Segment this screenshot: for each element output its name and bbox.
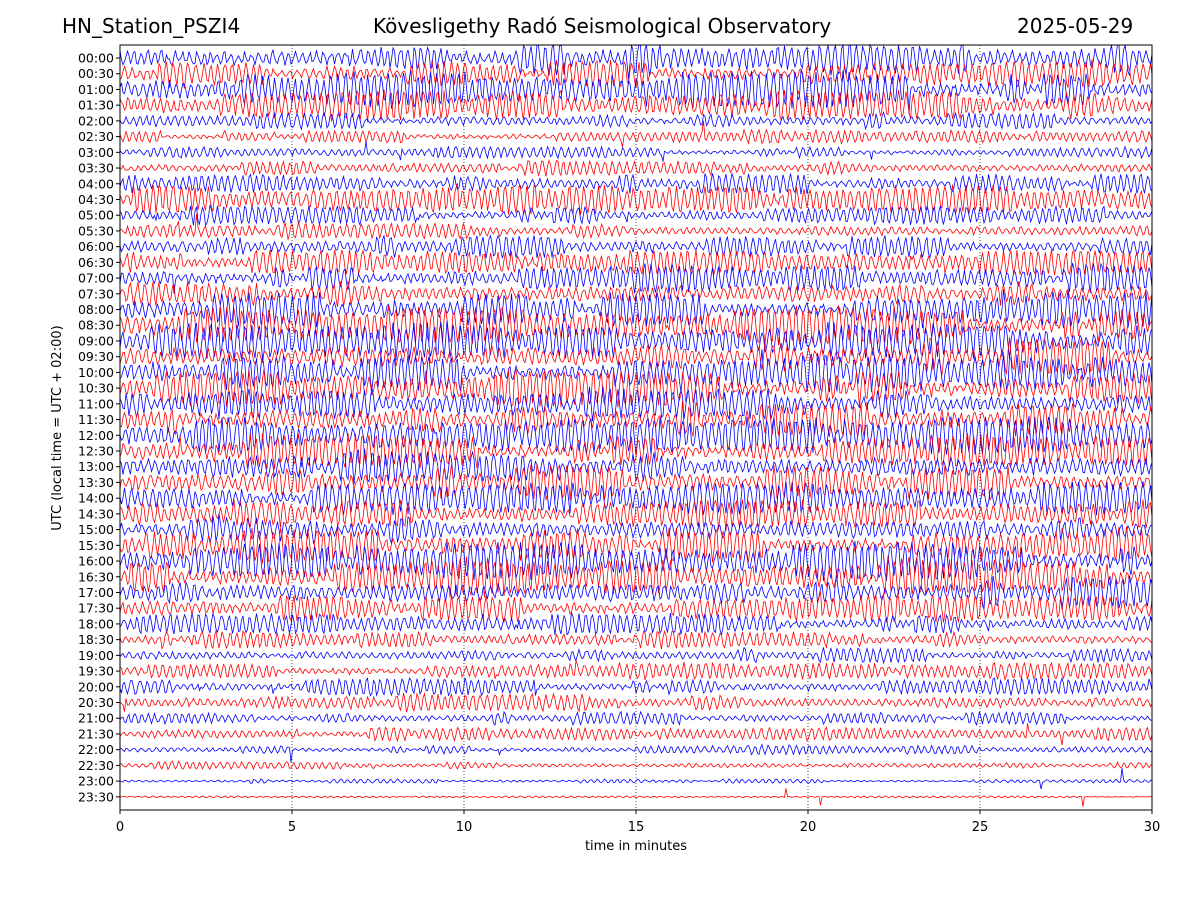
y-tick-label: 14:30 <box>78 506 114 521</box>
trace-1330 <box>119 463 1153 502</box>
y-tick-label: 09:00 <box>78 333 114 348</box>
trace-2230 <box>119 760 1153 771</box>
y-tick-label: 19:00 <box>78 648 114 663</box>
x-tick-label: 25 <box>972 820 989 835</box>
y-tick-label: 06:30 <box>78 255 114 270</box>
y-tick-label: 14:00 <box>78 491 114 506</box>
y-tick-label: 19:30 <box>78 664 114 679</box>
y-tick-label: 05:00 <box>78 208 114 223</box>
trace-0230 <box>119 120 1153 148</box>
x-tick-label: 10 <box>456 820 473 835</box>
y-tick-label: 15:30 <box>78 538 114 553</box>
x-tick-label: 0 <box>116 820 124 835</box>
y-tick-label: 17:00 <box>78 585 114 600</box>
trace-2200 <box>119 743 1153 763</box>
y-tick-label: 03:00 <box>78 145 114 160</box>
y-tick-label: 02:00 <box>78 113 114 128</box>
y-tick-label: 11:00 <box>78 396 114 411</box>
y-tick-label: 01:00 <box>78 82 114 97</box>
y-tick-label: 21:00 <box>78 711 114 726</box>
y-tick-label: 22:00 <box>78 742 114 757</box>
y-tick-label: 06:00 <box>78 239 114 254</box>
y-tick-label: 02:30 <box>78 129 114 144</box>
observatory-title: Kövesligethy Radó Seismological Observat… <box>373 14 832 38</box>
y-tick-label: 17:30 <box>78 601 114 616</box>
y-tick-label: 11:30 <box>78 412 114 427</box>
y-tick-label: 00:00 <box>78 51 114 66</box>
y-tick-label: 13:00 <box>78 459 114 474</box>
y-tick-label: 04:00 <box>78 176 114 191</box>
x-tick-label: 20 <box>800 820 817 835</box>
y-tick-label: 20:30 <box>78 695 114 710</box>
y-tick-label: 13:30 <box>78 475 114 490</box>
y-tick-label: 18:30 <box>78 632 114 647</box>
y-tick-label: 15:00 <box>78 522 114 537</box>
x-tick-label: 5 <box>288 820 296 835</box>
y-tick-label: 08:30 <box>78 318 114 333</box>
x-axis: 0 5 10 15 20 25 30 <box>116 810 1160 835</box>
y-tick-label: 21:30 <box>78 726 114 741</box>
trace-1830 <box>119 629 1153 651</box>
y-tick-label: 10:00 <box>78 365 114 380</box>
y-tick-label: 00:30 <box>78 66 114 81</box>
y-tick-label: 08:00 <box>78 302 114 317</box>
trace-1000 <box>119 349 1153 393</box>
y-tick-label: 09:30 <box>78 349 114 364</box>
x-tick-label: 15 <box>628 820 645 835</box>
y-tick-label: 07:30 <box>78 286 114 301</box>
y-tick-label: 10:30 <box>78 381 114 396</box>
y-tick-label: 05:30 <box>78 223 114 238</box>
y-tick-label: 22:30 <box>78 758 114 773</box>
trace-0000 <box>119 43 1153 80</box>
y-tick-label: 16:30 <box>78 569 114 584</box>
y-tick-label: 01:30 <box>78 98 114 113</box>
trace-2100 <box>119 710 1153 727</box>
y-tick-label: 16:00 <box>78 554 114 569</box>
y-tick-label: 20:00 <box>78 679 114 694</box>
y-axis-label: UTC (local time = UTC + 02:00) <box>50 325 65 530</box>
y-tick-label: 12:00 <box>78 428 114 443</box>
y-axis: 00:0000:3001:0001:3002:0002:3003:0003:30… <box>78 51 120 804</box>
trace-1030 <box>119 369 1153 408</box>
y-tick-label: 12:30 <box>78 444 114 459</box>
y-tick-label: 03:30 <box>78 161 114 176</box>
trace-2330 <box>119 788 1153 807</box>
trace-0630 <box>119 249 1153 276</box>
trace-1900 <box>119 646 1153 665</box>
x-axis-label: time in minutes <box>585 839 687 854</box>
y-tick-label: 07:00 <box>78 271 114 286</box>
x-tick-label: 30 <box>1144 820 1161 835</box>
date-title: 2025-05-29 <box>1017 14 1134 38</box>
trace-0600 <box>119 234 1153 259</box>
y-tick-label: 18:00 <box>78 616 114 631</box>
y-tick-label: 04:30 <box>78 192 114 207</box>
y-tick-label: 23:30 <box>78 789 114 804</box>
station-title: HN_Station_PSZI4 <box>62 14 241 38</box>
y-tick-label: 23:00 <box>78 774 114 789</box>
